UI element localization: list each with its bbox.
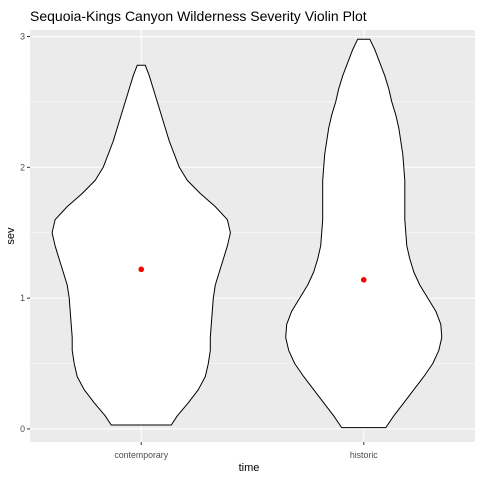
- mean-points: [138, 266, 367, 283]
- x-tick-label: contemporary: [114, 450, 168, 460]
- y-tick-label: 1: [20, 293, 25, 303]
- violin-historic: [285, 38, 443, 429]
- y-tick-label: 3: [20, 32, 25, 42]
- axes: 0 1 2 3 contemporary historic: [20, 32, 378, 460]
- y-tick-label: 0: [20, 424, 25, 434]
- violin-contemporary: [51, 64, 231, 426]
- x-tick-label: historic: [350, 450, 378, 460]
- chart-title: Sequoia-Kings Canyon Wilderness Severity…: [30, 8, 367, 24]
- y-tick-label: 2: [20, 162, 25, 172]
- mean-point-historic: [360, 277, 367, 283]
- mean-point-contemporary: [138, 266, 145, 273]
- y-axis-label: sev: [5, 227, 17, 245]
- violins: [51, 38, 443, 429]
- x-axis-label: time: [239, 462, 260, 474]
